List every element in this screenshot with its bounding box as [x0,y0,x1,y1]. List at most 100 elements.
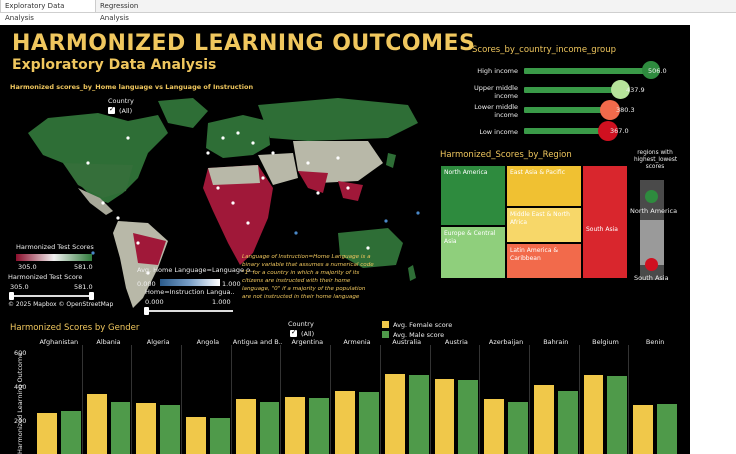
extreme-low-dot[interactable] [645,258,658,271]
lang-slider-handle-min[interactable] [144,307,149,315]
country-divider [181,345,183,454]
female-score-bar[interactable] [285,397,306,454]
southeast-asia-region [338,181,363,201]
map-country-filter-label: Country [108,97,134,105]
region-cell-middle-east[interactable]: Middle East & North Africa [506,207,582,243]
y-tick-600: 600 [14,349,27,357]
male-score-bar[interactable] [160,404,181,454]
female-score-bar[interactable] [484,399,505,454]
country-divider [379,345,381,454]
extreme-high-dot[interactable] [645,190,658,203]
score-range-slider[interactable] [9,292,94,300]
middle-east-region [258,153,298,185]
score-color-legend [16,254,92,261]
female-score-bar[interactable] [384,373,405,454]
income-bar-high[interactable] [524,68,650,74]
female-score-bar[interactable] [633,404,654,454]
legend-male-swatch [382,331,389,338]
gender-country-checkbox[interactable]: ✓ [290,328,297,337]
income-label-high: High income [477,67,518,75]
africa-region [203,165,273,265]
male-score-bar[interactable] [209,417,230,454]
country-label: Australia [392,338,422,346]
female-score-bar[interactable] [434,378,455,454]
lang-range-slider[interactable] [144,307,233,315]
income-dot-lower-middle[interactable] [600,100,620,120]
nz-region [408,265,416,281]
male-score-bar[interactable] [657,403,677,454]
gender-country-filter-label: Country [288,320,314,328]
region-cell-south-asia[interactable]: South Asia [582,165,628,279]
map-country-checkbox[interactable]: ✓ [108,105,115,114]
female-score-bar[interactable] [37,412,57,454]
male-score-bar[interactable] [508,401,528,454]
income-dot-upper-middle[interactable] [611,80,630,99]
country-divider [628,345,630,454]
country-divider [479,345,481,454]
female-score-bar[interactable] [86,394,107,454]
y-tick-400: 400 [14,383,27,391]
country-label: Albania [96,338,121,346]
mexico-region [78,188,113,215]
region-cell-east-asia[interactable]: East Asia & Pacific [506,165,582,207]
country-label: Antigua and B.. [232,338,283,346]
country-divider [578,345,580,454]
male-score-bar[interactable] [607,375,628,454]
income-bar-lower-middle[interactable] [524,107,604,113]
brazil-region [133,233,166,265]
world-map[interactable] [8,93,433,315]
male-score-bar[interactable] [60,410,81,454]
tab-exploratory-data-analysis[interactable]: Exploratory Data Analysis [0,0,96,22]
male-score-bar[interactable] [458,379,479,454]
slider-min: 305.0 [10,283,29,291]
male-score-bar[interactable] [259,401,280,454]
country-divider [81,345,83,454]
female-score-bar[interactable] [235,399,256,454]
country-divider [230,345,232,454]
female-score-bar[interactable] [186,417,206,454]
region-treemap[interactable]: North America East Asia & Pacific Europe… [440,165,628,279]
region-chart-title: Harmonized_Scores_by_Region [440,150,572,160]
country-label: Benin [645,338,665,346]
income-dot-high[interactable] [642,61,660,79]
russia-region [258,98,418,141]
slider-handle-min[interactable] [9,292,14,300]
tab-regression-analysis[interactable]: Regression Analysis [100,2,139,22]
region-cell-latin-america[interactable]: Latin America & Caribbean [506,243,582,279]
male-score-bar[interactable] [359,392,379,454]
north-america-region [28,113,168,203]
female-score-bar[interactable] [583,374,604,454]
male-score-bar[interactable] [557,391,578,454]
female-score-bar[interactable] [533,385,554,454]
avg-lang-min: 0.000 [137,280,156,288]
income-bar-low[interactable] [524,128,600,134]
male-score-bar[interactable] [408,374,429,454]
avg-lang-max: 1.000 [222,280,241,288]
slider-handle-max[interactable] [89,292,94,300]
income-dot-low[interactable] [598,121,618,141]
country-label: Armenia [343,338,371,346]
female-score-bar[interactable] [136,402,157,454]
legend-scores-min: 305.0 [18,263,37,271]
country-label: Angola [196,338,220,346]
south-asia-region [298,171,328,193]
page-subtitle: Exploratory Data Analysis [12,57,217,73]
country-label: Bahrain [543,338,569,346]
income-bar-upper-middle[interactable] [524,87,616,93]
country-divider [528,345,530,454]
lang-color-legend [160,279,220,286]
region-cell-europe[interactable]: Europe & Central Asia [440,226,506,279]
lang-slider-min: 0.000 [145,298,164,306]
avg-lang-title: Avg. Home Language=Language o.. [137,266,255,274]
lang-slider-title: Home=Instruction Langua.. [145,288,235,296]
country-label: Argentina [291,338,324,346]
male-score-bar[interactable] [110,401,131,454]
male-score-bar[interactable] [309,398,330,454]
extreme-low-label: South Asia [634,274,669,282]
lang-slider-max: 1.000 [212,298,231,306]
map-country-filter-value: (All) [119,107,133,115]
gender-bar-chart[interactable] [34,350,680,454]
region-cell-north-america[interactable]: North America [440,165,506,226]
map-title: Harmonized scores_by_Home language vs La… [10,83,254,91]
female-score-bar[interactable] [335,391,355,454]
